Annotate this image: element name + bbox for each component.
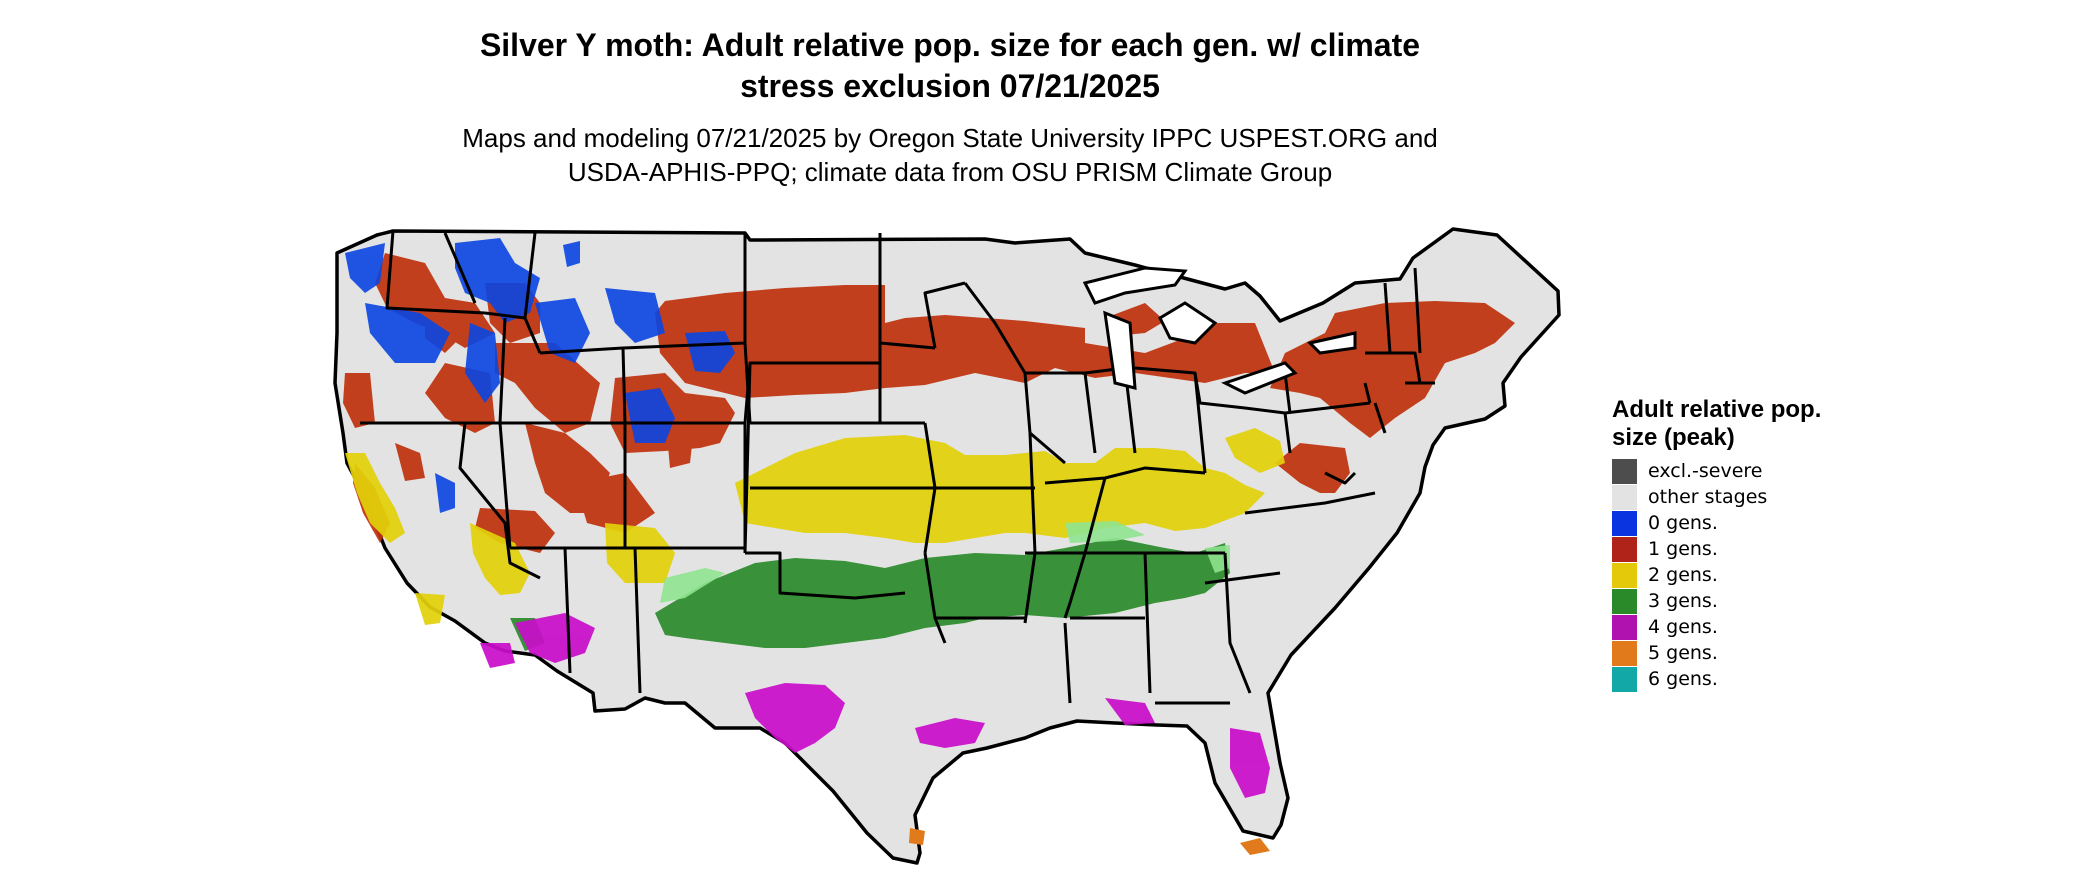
legend-label: 3 gens. (1648, 590, 1718, 612)
map-title-line-2: stress exclusion 07/21/2025 (740, 68, 1160, 104)
legend-swatch (1612, 536, 1637, 562)
legend-label: other stages (1648, 486, 1768, 508)
legend-item: 5 gens. (1612, 640, 1832, 666)
region-0-gen (345, 238, 735, 513)
legend-item: 1 gens. (1612, 536, 1832, 562)
region-5-gen (909, 828, 1270, 855)
legend-swatch (1612, 458, 1637, 484)
legend-label: 2 gens. (1648, 564, 1718, 586)
legend-item: 0 gens. (1612, 510, 1832, 536)
map-title-line-1: Silver Y moth: Adult relative pop. size … (479, 27, 1421, 63)
legend-label: 4 gens. (1648, 616, 1718, 638)
legend-swatch (1612, 510, 1637, 536)
legend-swatch (1612, 562, 1637, 588)
map-subtitle-line-2: USDA-APHIS-PPQ; climate data from OSU PR… (567, 157, 1333, 187)
state-boundaries (360, 230, 1435, 705)
legend-swatch (1612, 484, 1637, 510)
legend: Adult relative pop. size (peak) excl.-se… (1612, 396, 1832, 692)
legend-label: excl.-severe (1648, 460, 1763, 482)
legend-item: 2 gens. (1612, 562, 1832, 588)
legend-items: excl.-severe other stages 0 gens. 1 gens. 2 … (1612, 458, 1832, 692)
legend-swatch (1612, 614, 1637, 640)
legend-label: 6 gens. (1648, 668, 1718, 690)
great-lakes (1082, 266, 1357, 395)
legend-title: Adult relative pop. size (peak) (1612, 396, 1822, 451)
us-generations-map (333, 227, 1561, 865)
legend-item: 3 gens. (1612, 588, 1832, 614)
legend-label: 5 gens. (1648, 642, 1718, 664)
legend-label: 0 gens. (1648, 512, 1718, 534)
legend-item: 6 gens. (1612, 666, 1832, 692)
legend-item: excl.-severe (1612, 458, 1832, 484)
region-4-gen (480, 613, 1270, 798)
legend-item: 4 gens. (1612, 614, 1832, 640)
legend-swatch (1612, 666, 1637, 692)
legend-swatch (1612, 640, 1637, 666)
map-subtitle-line-1: Maps and modeling 07/21/2025 by Oregon S… (462, 123, 1438, 153)
map-subtitle: Maps and modeling 07/21/2025 by Oregon S… (0, 121, 1900, 189)
legend-item: other stages (1612, 484, 1832, 510)
map-title: Silver Y moth: Adult relative pop. size … (0, 25, 1900, 107)
legend-label: 1 gens. (1648, 538, 1718, 560)
legend-swatch (1612, 588, 1637, 614)
